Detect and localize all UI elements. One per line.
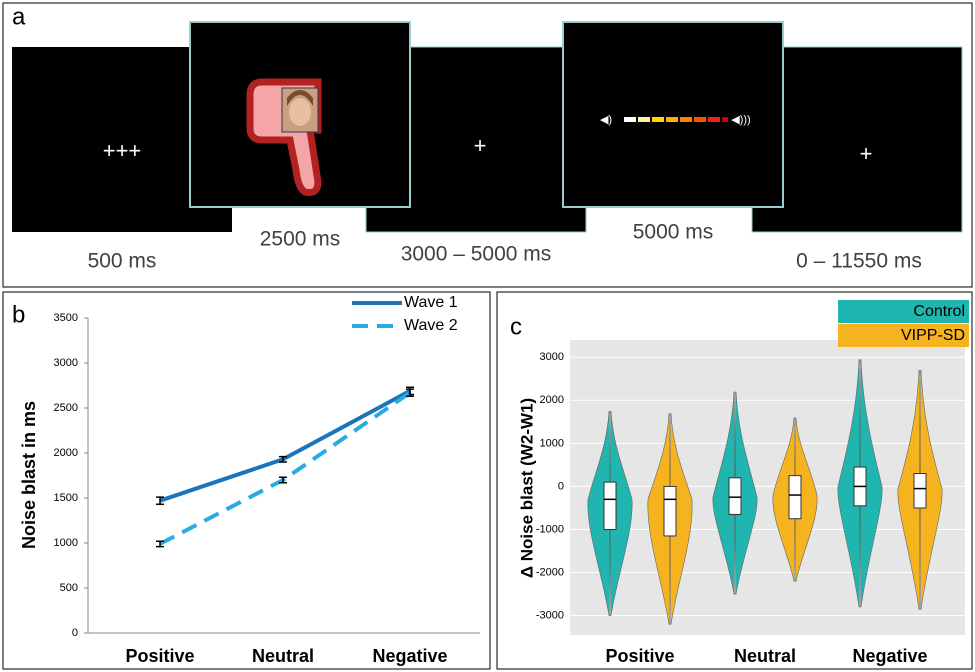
y-tick-label: 3000 [54, 357, 78, 369]
box [789, 476, 801, 519]
y-axis-label: Δ Noise blast (W2-W1) [517, 398, 536, 578]
fixation: + [860, 141, 873, 166]
y-tick-label: 0 [72, 627, 78, 639]
y-tick-label: -3000 [536, 610, 564, 622]
x-tick-label: Neutral [734, 646, 796, 666]
y-tick-label: 2000 [540, 394, 564, 406]
y-tick-label: 1500 [54, 492, 78, 504]
box [729, 478, 741, 515]
box [664, 486, 676, 536]
y-tick-label: 2500 [54, 402, 78, 414]
x-tick-label: Positive [605, 646, 674, 666]
fixation: + [474, 133, 487, 158]
duration: 0 – 11550 ms [796, 250, 922, 273]
box [604, 482, 616, 529]
duration: 5000 ms [633, 221, 714, 244]
y-tick-label: 1000 [54, 537, 78, 549]
y-tick-label: 1000 [540, 437, 564, 449]
legend-label: VIPP-SD [901, 327, 965, 344]
svg-text:◀))): ◀))) [731, 114, 750, 126]
box [914, 474, 926, 508]
panel-label: c [510, 313, 522, 340]
x-tick-label: Negative [852, 646, 927, 666]
panel-label: a [12, 3, 26, 30]
legend-label: Control [913, 303, 965, 320]
y-tick-label: -2000 [536, 566, 564, 578]
figure: a +++ + + ◀) ◀))) 500 ms 2500 ms 3000 – … [0, 0, 975, 672]
line [160, 391, 410, 501]
duration: 2500 ms [260, 228, 341, 251]
y-tick-label: 0 [558, 480, 564, 492]
duration: 500 ms [88, 250, 157, 273]
y-tick-label: -1000 [536, 523, 564, 535]
y-tick-label: 3500 [54, 312, 78, 324]
y-axis-label: Noise blast in ms [19, 401, 39, 549]
line [160, 393, 410, 544]
legend-label: Wave 2 [404, 317, 458, 334]
panel-label: b [12, 301, 25, 328]
x-tick-label: Negative [372, 646, 447, 666]
y-tick-label: 500 [60, 582, 78, 594]
panel-frame [3, 292, 490, 669]
x-tick-label: Positive [125, 646, 194, 666]
legend-label: Wave 1 [404, 294, 458, 311]
fixation: +++ [103, 138, 142, 163]
y-tick-label: 3000 [540, 351, 564, 363]
x-tick-label: Neutral [252, 646, 314, 666]
y-tick-label: 2000 [54, 447, 78, 459]
svg-text:◀): ◀) [600, 114, 612, 126]
duration: 3000 – 5000 ms [401, 243, 552, 266]
